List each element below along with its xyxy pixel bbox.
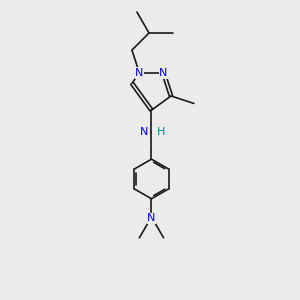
Text: N: N	[159, 68, 168, 78]
Text: N: N	[135, 68, 144, 78]
Text: N: N	[147, 213, 156, 224]
Text: N: N	[140, 127, 148, 137]
Text: H: H	[157, 127, 165, 137]
